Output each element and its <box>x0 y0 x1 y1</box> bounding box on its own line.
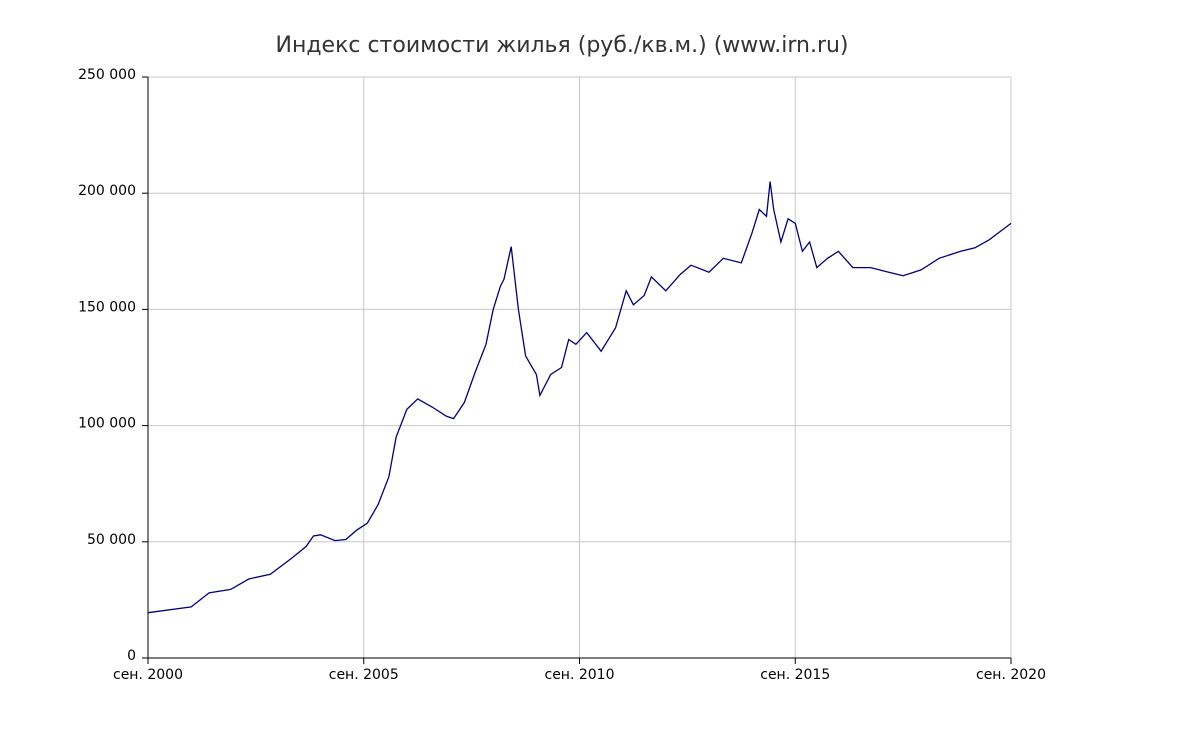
x-tick-label: сен. 2010 <box>545 667 615 683</box>
y-tick-label: 50 000 <box>87 532 136 548</box>
y-tick-label: 200 000 <box>78 183 136 199</box>
y-tick-label: 100 000 <box>78 416 136 432</box>
x-tick-label: сен. 2015 <box>760 667 830 683</box>
x-tick-label: сен. 2020 <box>976 667 1046 683</box>
x-tick-label: сен. 2000 <box>113 667 183 683</box>
y-tick-label: 150 000 <box>78 299 136 315</box>
y-tick-label: 0 <box>127 648 136 664</box>
y-tick-label: 250 000 <box>78 67 136 83</box>
line-series <box>147 181 1012 614</box>
chart-title: Индекс стоимости жилья (руб./кв.м.) (www… <box>275 33 848 58</box>
x-tick-label: сен. 2005 <box>329 667 399 683</box>
